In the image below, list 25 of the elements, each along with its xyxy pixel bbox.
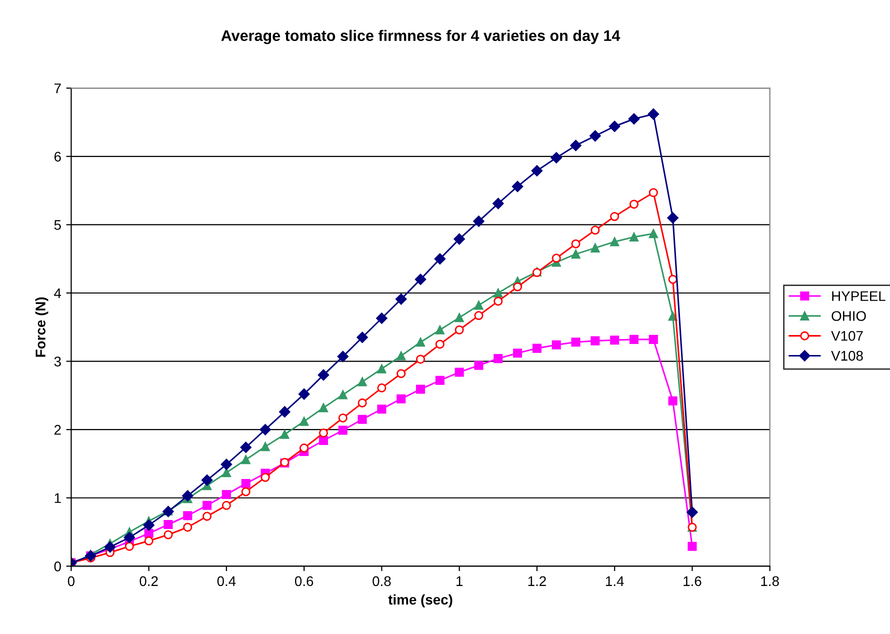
x-tick-label: 1.2 [528,576,546,586]
x-tick-label: 0.4 [217,576,236,586]
x-tick-label: 0.2 [140,576,158,586]
legend-label: V108 [831,350,863,361]
y-tick-label: 1 [54,493,61,503]
x-tick-label: 0 [68,576,75,586]
x-tick-label: 1.6 [684,576,702,586]
y-tick-label: 2 [54,424,61,435]
y-axis-title: Force (N) [35,297,48,357]
legend-label: OHIO [832,311,866,321]
y-tick-label: 6 [54,152,61,162]
x-tick-label: 0.8 [372,576,391,586]
y-tick-label: 5 [54,220,61,230]
y-tick-label: 7 [54,84,61,94]
chart-title: Average tomato slice firmness for 4 varieties on day 14 [221,30,620,44]
x-tick-label: 1.8 [761,576,779,586]
x-tick-label: 1 [456,576,463,586]
legend-label: HYPEEL [832,291,886,301]
x-tick-label: 1.4 [606,576,624,586]
y-tick-label: 4 [54,288,62,298]
y-tick-label: 0 [54,561,61,572]
x-axis-title: time (sec) [388,594,452,608]
y-tick-label: 3 [54,356,61,366]
legend-label: V107 [831,330,863,341]
x-tick-label: 0.6 [294,576,314,586]
